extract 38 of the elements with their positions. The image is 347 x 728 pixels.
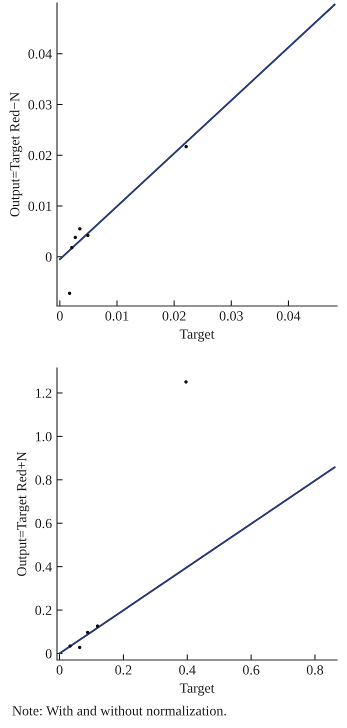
x-tick-label: 0.01 bbox=[105, 311, 128, 321]
point bbox=[70, 246, 74, 250]
point bbox=[184, 144, 188, 148]
point bbox=[86, 630, 90, 634]
point bbox=[74, 236, 77, 240]
point bbox=[96, 624, 100, 628]
y-tick-label: 0.4 bbox=[35, 562, 52, 572]
x-axis-title: Target bbox=[180, 330, 214, 342]
x-axis-title: Target bbox=[180, 684, 214, 696]
x-tick-label: 0.4 bbox=[179, 665, 196, 675]
point bbox=[86, 234, 90, 238]
y-axis-title: Output=Target Red−N bbox=[10, 92, 22, 217]
y-tick-label: 0 bbox=[46, 649, 52, 658]
y-tick-label: 0.01 bbox=[28, 202, 52, 212]
x-tick-label: 0.03 bbox=[220, 311, 243, 321]
x-tick-label: 0 bbox=[56, 665, 62, 675]
x-tick-label: 0.02 bbox=[162, 311, 186, 321]
y-tick-label: 0.6 bbox=[35, 518, 52, 528]
y-tick-label: 0.04 bbox=[28, 49, 52, 59]
point bbox=[78, 227, 82, 231]
point bbox=[68, 644, 72, 648]
y-tick-label: 0.02 bbox=[28, 150, 52, 160]
y-axis-title: Output=Target Red+N bbox=[16, 452, 30, 576]
point bbox=[68, 292, 72, 296]
x-tick-label: 0.2 bbox=[115, 665, 132, 675]
point bbox=[78, 646, 82, 650]
point bbox=[184, 380, 188, 384]
y-tick-label: 0 bbox=[46, 252, 52, 262]
y-tick-label: 1.2 bbox=[36, 388, 52, 398]
x-tick-label: 0 bbox=[56, 311, 63, 321]
x-tick-label: 0.6 bbox=[242, 665, 260, 675]
text: Note: With and without normalization. bbox=[12, 706, 226, 716]
y-tick-label: 0.03 bbox=[28, 100, 52, 110]
y-tick-label: 0.8 bbox=[35, 475, 52, 485]
x-tick-label: 0.8 bbox=[306, 665, 324, 675]
y-tick-label: 0.2 bbox=[35, 606, 52, 616]
x-tick-label: 0.04 bbox=[276, 311, 300, 321]
y-tick-label: 1.0 bbox=[36, 432, 52, 442]
